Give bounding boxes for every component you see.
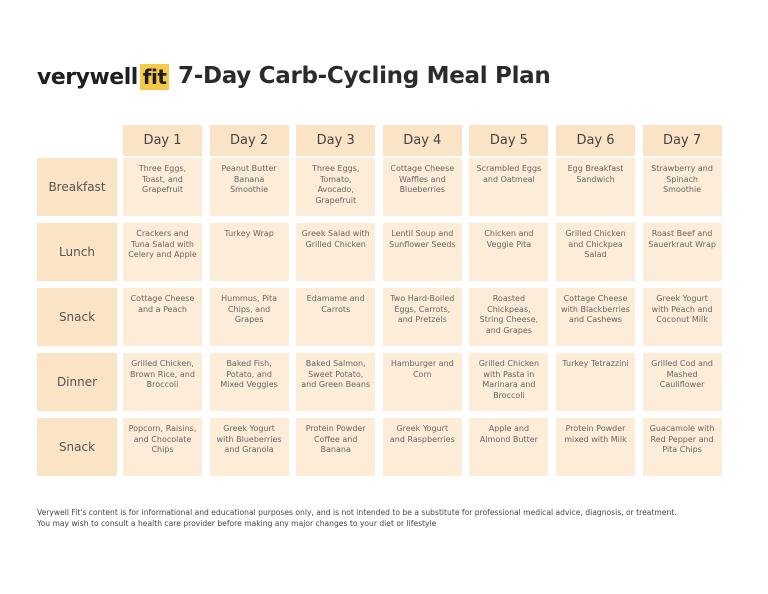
meal-cell: Greek Yogurt and Raspberries bbox=[382, 418, 462, 476]
meal-cell: Three Eggs, Tomato, Avocado, Grapefruit bbox=[296, 158, 376, 216]
meal-cell: Greek Yogurt with Peach and Coconut Milk bbox=[642, 288, 722, 346]
meal-cell: Three Eggs, Toast, and Grapefruit bbox=[123, 158, 202, 216]
meal-cell: Roasted Chickpeas, String Cheese, and Gr… bbox=[469, 288, 549, 346]
row-label: Breakfast bbox=[37, 158, 117, 216]
meal-cell: Crackers and Tuna Salad with Celery and … bbox=[123, 223, 202, 281]
meal-cell: Baked Fish, Potato, and Mixed Veggies bbox=[209, 353, 289, 411]
logo-badge: fit bbox=[139, 64, 170, 90]
meal-cell: Cottage Cheese and a Peach bbox=[123, 288, 202, 346]
meal-cell: Cottage Cheese with Blackberries and Cas… bbox=[556, 288, 635, 346]
logo: verywell fit bbox=[37, 64, 170, 90]
column-header: Day 6 bbox=[556, 125, 635, 156]
disclaimer: You may wish to consult a health care pr… bbox=[37, 519, 437, 528]
meal-cell: Grilled Chicken with Pasta in Marinara a… bbox=[469, 353, 549, 411]
meal-cell: Edamame and Carrots bbox=[296, 288, 376, 346]
column-header: Day 2 bbox=[209, 125, 289, 156]
meal-cell: Baked Salmon, Sweet Potato, and Green Be… bbox=[296, 353, 376, 411]
row-label: Dinner bbox=[37, 353, 117, 411]
meal-cell: Grilled Chicken, Brown Rice, and Broccol… bbox=[123, 353, 202, 411]
column-header: Day 3 bbox=[296, 125, 376, 156]
row-label: Snack bbox=[37, 418, 117, 476]
meal-cell: Egg Breakfast Sandwich bbox=[556, 158, 635, 216]
meal-cell: Turkey Wrap bbox=[209, 223, 289, 281]
meal-cell: Hummus, Pita Chips, and Grapes bbox=[209, 288, 289, 346]
meal-cell: Chicken and Veggie Pita bbox=[469, 223, 549, 281]
meal-cell: Grilled Cod and Mashed Cauliflower bbox=[642, 353, 722, 411]
meal-cell: Protein Powder mixed with Milk bbox=[556, 418, 635, 476]
meal-cell: Roast Beef and Sauerkraut Wrap bbox=[642, 223, 722, 281]
meal-cell: Cottage Cheese Waffles and Blueberries bbox=[382, 158, 462, 216]
logo-text: verywell bbox=[37, 64, 138, 90]
meal-cell: Scrambled Eggs and Oatmeal bbox=[469, 158, 549, 216]
column-header: Day 7 bbox=[642, 125, 722, 156]
row-label: Lunch bbox=[37, 223, 117, 281]
meal-cell: Greek Yogurt with Blueberries and Granol… bbox=[209, 418, 289, 476]
meal-cell: Protein Powder Coffee and Banana bbox=[296, 418, 376, 476]
meal-cell: Hamburger and Corn bbox=[382, 353, 462, 411]
meal-cell: Apple and Almond Butter bbox=[469, 418, 549, 476]
meal-cell: Guacamole with Red Pepper and Pita Chips bbox=[642, 418, 722, 476]
meal-cell: Turkey Tetrazzini bbox=[556, 353, 635, 411]
row-label: Snack bbox=[37, 288, 117, 346]
meal-cell: Popcorn, Raisins, and Chocolate Chips bbox=[123, 418, 202, 476]
meal-cell: Peanut Butter Banana Smoothie bbox=[209, 158, 289, 216]
meal-cell: Strawberry and Spinach Smoothie bbox=[642, 158, 722, 216]
column-header: Day 5 bbox=[469, 125, 549, 156]
meal-cell: Grilled Chicken and Chickpea Salad bbox=[556, 223, 635, 281]
meal-cell: Lentil Soup and Sunflower Seeds bbox=[382, 223, 462, 281]
meal-cell: Greek Salad with Grilled Chicken bbox=[296, 223, 376, 281]
disclaimer: Verywell Fit's content is for informatio… bbox=[37, 508, 677, 517]
column-header: Day 1 bbox=[123, 125, 202, 156]
meal-cell: Two Hard-Boiled Eggs, Carrots, and Pretz… bbox=[382, 288, 462, 346]
title: 7-Day Carb-Cycling Meal Plan bbox=[178, 63, 551, 89]
column-header: Day 4 bbox=[382, 125, 462, 156]
